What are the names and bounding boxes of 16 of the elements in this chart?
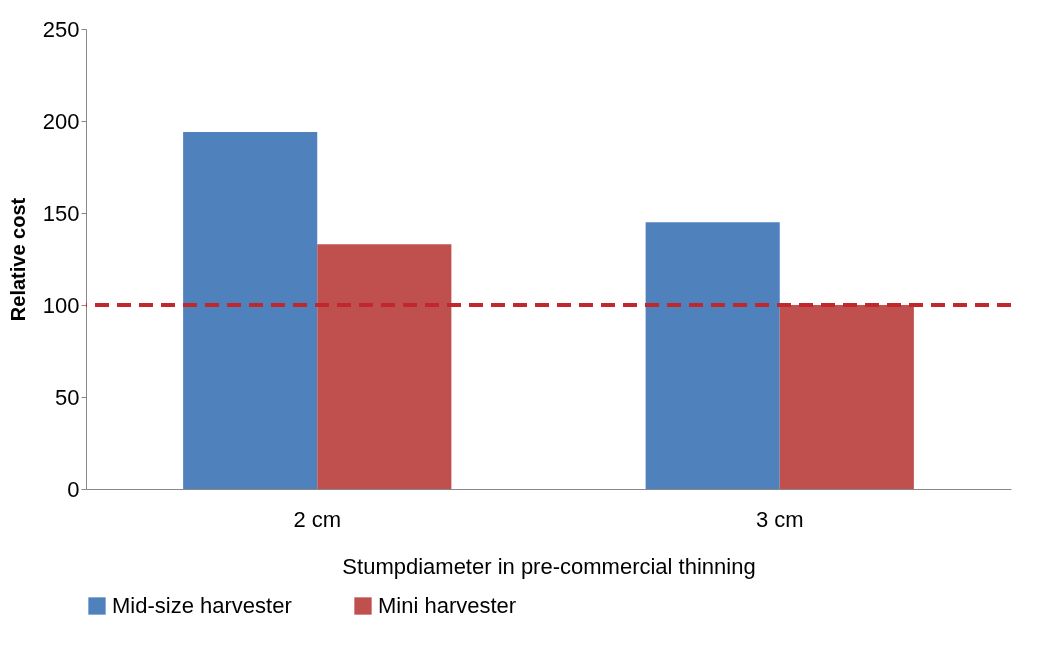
y-tick-label: 0 <box>67 476 80 502</box>
y-tick-label: 50 <box>55 384 80 410</box>
y-tick-label: 250 <box>42 16 80 42</box>
y-tick-label: 100 <box>42 292 80 318</box>
x-tick-label: 2 cm <box>293 506 342 532</box>
y-tick-label: 150 <box>42 200 80 226</box>
legend-label: Mid-size harvester <box>112 593 292 618</box>
x-tick-label: 3 cm <box>755 506 804 532</box>
bar <box>317 244 452 489</box>
bar <box>645 222 780 489</box>
bar <box>779 305 914 489</box>
y-axis-title: Relative cost <box>6 197 29 322</box>
bar <box>183 132 318 489</box>
x-axis-title: Stumpdiameter in pre-commercial thinning <box>342 553 756 579</box>
legend-label: Mini harvester <box>378 593 517 618</box>
y-tick-label: 200 <box>42 108 80 134</box>
